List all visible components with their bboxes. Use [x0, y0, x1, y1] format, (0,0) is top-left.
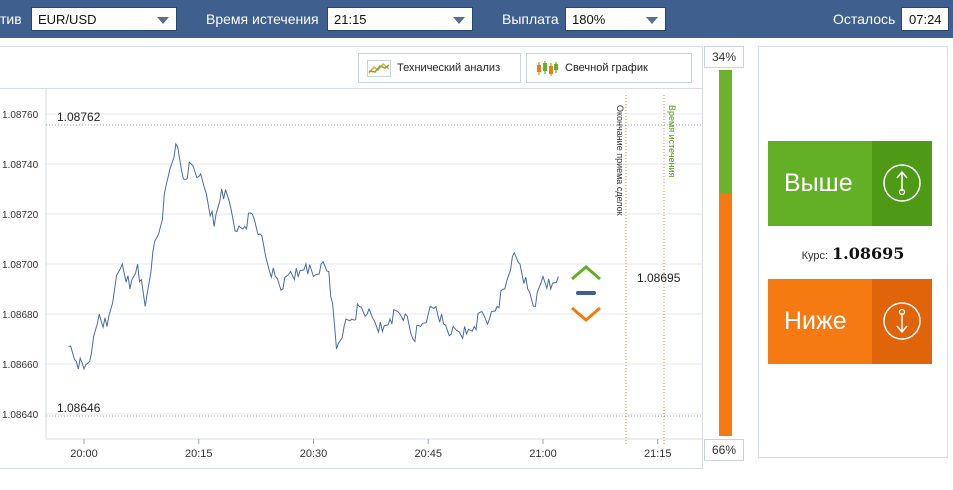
rate-label: Курс:: [801, 250, 829, 262]
chart-toolbar: Технический анализ Свечной график: [0, 47, 702, 89]
chevron-up-icon: [571, 265, 601, 281]
candlestick-icon: [537, 61, 558, 76]
y-tick-labels: 1.08640 1.08660 1.08680 1.08700 1.08720 1.087…: [2, 110, 39, 421]
y-tick-label: 1.08680: [2, 310, 39, 321]
expiry-select[interactable]: 21:15: [327, 7, 473, 31]
higher-label: Выше: [784, 169, 853, 197]
expiry-value: 21:15: [334, 12, 367, 27]
expiry-label: Время истечения: [206, 11, 319, 27]
up-sentiment-bar: [719, 70, 732, 194]
y-tick-label: 1.08760: [2, 110, 39, 121]
high-level-label: 1.08762: [57, 110, 101, 124]
arrow-down-icon-box: [872, 279, 932, 364]
down-sentiment-bar: [719, 194, 732, 436]
price-chart[interactable]: 1.08640 1.08660 1.08680 1.08700 1.08720 1.087…: [0, 89, 702, 469]
higher-button[interactable]: Выше: [768, 141, 932, 226]
candlestick-chart-button[interactable]: Свечной график: [526, 53, 692, 83]
current-price-label: 1.08695: [637, 271, 681, 285]
lower-button[interactable]: Ниже: [768, 279, 932, 364]
chevron-down-icon: [157, 17, 169, 24]
y-tick-label: 1.08700: [2, 260, 39, 271]
candlestick-chart-label: Свечной график: [565, 62, 648, 74]
arrow-up-icon-box: [872, 141, 932, 226]
payout-value: 180%: [572, 12, 606, 27]
rate-value: 1.08695: [832, 244, 905, 263]
payout-label: Выплата: [502, 11, 559, 27]
y-tick-label: 1.08740: [2, 160, 39, 171]
trade-panel: [758, 46, 948, 458]
chart-panel: Технический анализ Свечной график 1.0864…: [0, 46, 703, 469]
y-tick-label: 1.08720: [2, 210, 39, 221]
lower-label: Ниже: [784, 307, 847, 335]
remaining-label: Осталось: [833, 11, 896, 27]
asset-select[interactable]: EUR/USD: [31, 7, 177, 31]
remaining-time: 07:24: [901, 7, 949, 31]
technical-analysis-button[interactable]: Технический анализ: [358, 53, 521, 83]
technical-analysis-label: Технический анализ: [397, 62, 501, 74]
chevron-down-icon: [571, 306, 601, 322]
x-tick-label: 21:15: [644, 448, 672, 460]
arrow-up-circle-icon: [883, 164, 921, 202]
x-tick-label: 20:30: [300, 448, 328, 460]
low-level-label: 1.08646: [57, 401, 101, 415]
down-percentage: 66%: [704, 439, 744, 461]
payout-select[interactable]: 180%: [565, 7, 666, 31]
asset-label: тив: [0, 11, 22, 27]
y-tick-label: 1.08660: [2, 360, 39, 371]
chevron-down-icon: [453, 17, 465, 24]
line-chart-icon: [367, 60, 391, 77]
chevron-down-icon: [646, 17, 658, 24]
price-line: [68, 142, 559, 371]
chart-grid: [46, 113, 702, 415]
direction-indicator: [571, 265, 601, 322]
top-bar: тив EUR/USD Время истечения 21:15 Выплат…: [0, 0, 953, 38]
y-tick-label: 1.08640: [2, 410, 39, 421]
x-tick-label: 21:00: [529, 448, 557, 460]
x-tick-labels: 20:00 20:15 20:30 20:45 21:00 21:15: [70, 439, 672, 460]
deal-end-label: Окончание приема сделок: [615, 105, 625, 216]
rate-display: Курс: 1.08695: [758, 244, 948, 263]
expiry-label-vertical: Время истечения: [667, 105, 677, 178]
arrow-down-circle-icon: [883, 302, 921, 340]
x-tick-label: 20:00: [70, 448, 98, 460]
x-tick-label: 20:15: [185, 448, 213, 460]
asset-value: EUR/USD: [38, 12, 97, 27]
up-percentage: 34%: [704, 46, 744, 68]
x-tick-label: 20:45: [414, 448, 442, 460]
